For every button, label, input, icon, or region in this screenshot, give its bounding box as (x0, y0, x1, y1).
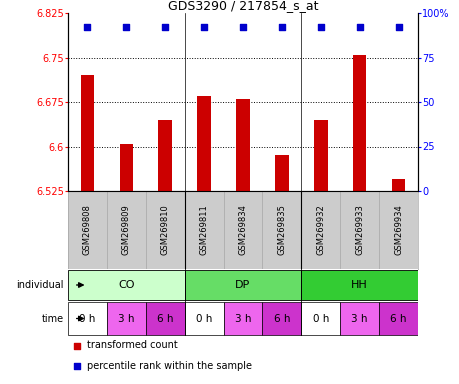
Point (84, 24, 91, 30)
Point (200, 24, 207, 30)
Bar (68, 270, 184, 300)
Text: 3 h: 3 h (351, 313, 367, 323)
Bar (119, 144, 133, 191)
Bar (184, 270, 301, 300)
Bar (301, 302, 340, 335)
Point (73, 343, 80, 349)
Point (394, 24, 401, 30)
Bar (146, 302, 184, 335)
Text: GSM269932: GSM269932 (316, 205, 325, 255)
Bar (158, 120, 172, 191)
Bar (378, 191, 417, 269)
Text: 3 h: 3 h (118, 313, 134, 323)
Text: 0 h: 0 h (312, 313, 328, 323)
Text: DP: DP (235, 280, 250, 290)
Text: 6 h: 6 h (273, 313, 290, 323)
Text: GSM269811: GSM269811 (199, 205, 208, 255)
Bar (301, 191, 340, 269)
Bar (223, 302, 262, 335)
Bar (391, 179, 404, 191)
Bar (313, 120, 327, 191)
Point (123, 24, 130, 30)
Point (355, 24, 363, 30)
Text: individual: individual (16, 280, 63, 290)
Bar (146, 191, 184, 269)
Text: GSM269810: GSM269810 (160, 205, 169, 255)
Text: transformed count: transformed count (87, 341, 178, 351)
Text: percentile rank within the sample: percentile rank within the sample (87, 361, 252, 371)
Bar (235, 99, 249, 191)
Bar (184, 191, 223, 269)
Text: time: time (41, 313, 63, 323)
Text: GSM269834: GSM269834 (238, 205, 247, 255)
Bar (184, 302, 223, 335)
Bar (106, 302, 146, 335)
Text: GSM269933: GSM269933 (354, 205, 364, 255)
Text: GSM269809: GSM269809 (122, 205, 130, 255)
Bar (340, 191, 378, 269)
Bar (80, 75, 94, 191)
Text: 6 h: 6 h (157, 313, 173, 323)
Text: 6 h: 6 h (389, 313, 406, 323)
Bar (262, 302, 301, 335)
Bar (274, 156, 288, 191)
Text: 0 h: 0 h (79, 313, 95, 323)
Bar (223, 191, 262, 269)
Bar (68, 302, 106, 335)
Bar (68, 191, 106, 269)
Point (239, 24, 246, 30)
Bar (262, 191, 301, 269)
Point (161, 24, 168, 30)
Point (316, 24, 324, 30)
Title: GDS3290 / 217854_s_at: GDS3290 / 217854_s_at (168, 0, 318, 12)
Bar (378, 302, 417, 335)
Text: CO: CO (118, 280, 134, 290)
Bar (352, 55, 366, 191)
Bar (340, 302, 378, 335)
Bar (197, 96, 211, 191)
Text: GSM269808: GSM269808 (83, 205, 92, 255)
Text: 0 h: 0 h (196, 313, 212, 323)
Bar (301, 270, 417, 300)
Text: HH: HH (351, 280, 367, 290)
Text: GSM269835: GSM269835 (277, 205, 286, 255)
Bar (106, 191, 146, 269)
Point (73, 363, 80, 369)
Text: 3 h: 3 h (234, 313, 251, 323)
Point (278, 24, 285, 30)
Text: GSM269934: GSM269934 (393, 205, 402, 255)
